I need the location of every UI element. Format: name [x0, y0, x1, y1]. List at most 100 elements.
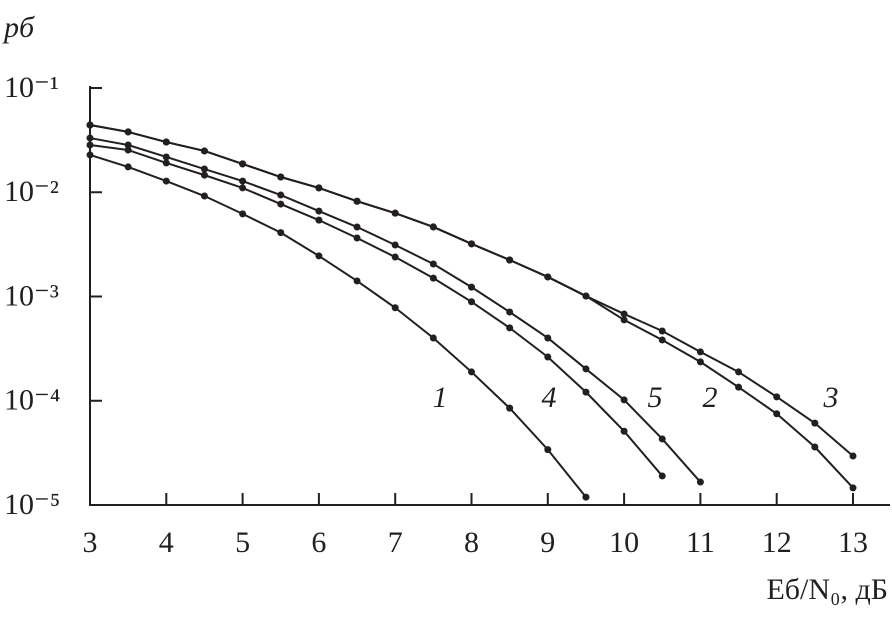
data-point: [506, 256, 514, 264]
data-point: [429, 274, 437, 282]
data-point: [429, 223, 437, 231]
data-point: [315, 252, 323, 260]
data-point: [696, 358, 704, 366]
data-point: [86, 141, 94, 149]
data-point: [582, 365, 590, 373]
data-point: [544, 353, 552, 361]
y-tick-label: 10⁻³: [4, 279, 59, 312]
data-point: [620, 396, 628, 404]
y-tick-label: 10⁻⁵: [4, 488, 60, 521]
data-point: [582, 388, 590, 396]
series-label: 1: [433, 381, 448, 414]
data-point: [658, 435, 666, 443]
x-tick-label: 3: [83, 526, 98, 559]
data-point: [658, 336, 666, 344]
x-tick-label: 7: [388, 526, 403, 559]
data-point: [315, 184, 323, 192]
y-tick-label: 10⁻⁴: [4, 384, 60, 417]
data-point: [391, 304, 399, 312]
data-point: [124, 163, 132, 171]
y-tick-label: 10⁻²: [4, 175, 59, 208]
series-label: 3: [823, 381, 839, 414]
data-point: [468, 368, 475, 376]
data-point: [124, 146, 132, 154]
data-point: [162, 159, 170, 167]
data-point: [620, 427, 628, 435]
data-point: [696, 478, 704, 486]
series-label: 5: [648, 381, 663, 414]
data-point: [353, 277, 361, 285]
x-tick-label: 8: [464, 526, 479, 559]
data-point: [582, 493, 590, 501]
series-line: [89, 144, 664, 477]
data-point: [277, 191, 285, 199]
data-point: [200, 171, 208, 179]
data-point: [200, 192, 208, 200]
data-point: [849, 484, 857, 492]
data-point: [315, 216, 323, 224]
x-axis-label: Eб/N₀, дБ: [766, 573, 888, 606]
data-point: [468, 298, 475, 306]
data-point: [200, 165, 208, 173]
data-point: [391, 209, 399, 217]
data-point: [582, 292, 590, 300]
data-point: [124, 141, 132, 149]
series-line: [89, 123, 854, 489]
data-point: [200, 147, 208, 155]
data-point: [391, 241, 399, 249]
data-point: [658, 327, 666, 335]
x-tick-label: 10: [609, 526, 639, 559]
data-point: [468, 283, 475, 291]
data-point: [239, 184, 247, 192]
series-label: 2: [703, 381, 718, 414]
x-tick-label: 11: [686, 526, 715, 559]
data-point: [506, 324, 514, 332]
data-point: [277, 200, 285, 208]
data-point: [506, 308, 514, 316]
data-point: [124, 128, 132, 136]
data-point: [773, 393, 781, 401]
series-label: 4: [542, 381, 557, 414]
data-point: [162, 177, 170, 185]
data-point: [239, 160, 247, 168]
x-tick-label: 6: [311, 526, 326, 559]
data-point: [506, 404, 514, 412]
data-point: [811, 419, 819, 427]
y-tick-label: 10⁻¹: [4, 71, 59, 104]
data-point: [353, 234, 361, 242]
data-point: [391, 253, 399, 261]
data-point: [620, 310, 628, 318]
data-point: [735, 383, 743, 391]
x-tick-label: 5: [235, 526, 250, 559]
data-point: [620, 316, 628, 324]
data-point: [162, 153, 170, 161]
data-point: [315, 207, 323, 215]
x-tick-label: 4: [159, 526, 174, 559]
x-tick-label: 9: [540, 526, 555, 559]
data-point: [239, 210, 247, 218]
data-point: [735, 368, 743, 376]
data-point: [162, 138, 170, 146]
data-point: [277, 173, 285, 181]
data-point: [353, 197, 361, 205]
data-point: [468, 240, 475, 248]
y-axis-label: pб: [2, 11, 35, 44]
data-point: [429, 260, 437, 268]
data-point: [86, 134, 94, 142]
x-tick-label: 12: [762, 526, 792, 559]
data-point: [86, 151, 94, 159]
data-point: [429, 334, 437, 342]
data-point: [696, 348, 704, 356]
data-point: [544, 273, 552, 281]
series-line: [89, 153, 587, 498]
data-point: [811, 443, 819, 451]
data-point: [86, 121, 94, 129]
data-point: [277, 229, 285, 237]
data-point: [544, 446, 552, 454]
data-point: [773, 410, 781, 418]
data-point: [544, 334, 552, 342]
data-point: [658, 472, 666, 480]
x-tick-label: 13: [838, 526, 868, 559]
